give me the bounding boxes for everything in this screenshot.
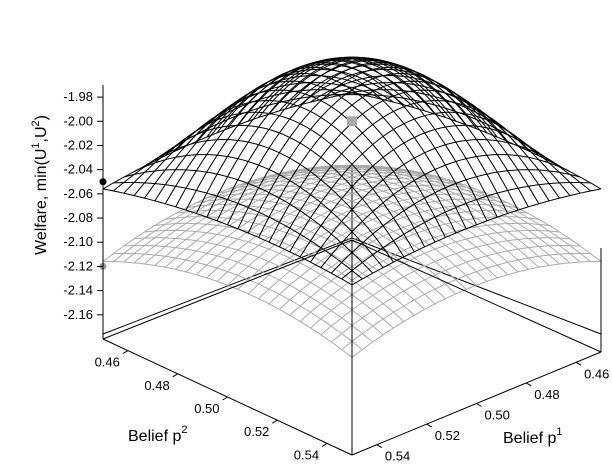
upper-surface-line-p2	[102, 188, 353, 286]
lower-surface-line-p2	[206, 193, 457, 295]
upper-surface-line-p2	[268, 57, 519, 211]
lower-surface-line-p2	[227, 184, 477, 286]
p2-tick-mark	[172, 373, 178, 378]
z-tick-label: -2.16	[63, 307, 93, 322]
z-tick-label: -2.12	[63, 258, 93, 273]
box-floor-edge-p1	[351, 237, 602, 335]
upper-surface-line-p2	[144, 138, 394, 263]
p1-tick-label: 0.52	[435, 428, 460, 443]
lower-surface-line-p2	[289, 168, 540, 268]
axes: -1.98 -2.00 -2.02 -2.04 -2.06 -2.08 -2.10 -2.12…	[63, 85, 609, 464]
z-tick-label: -1.98	[63, 89, 93, 104]
lower-surface-line-p2	[237, 180, 488, 282]
z-tick-label: -2.02	[63, 137, 93, 152]
lower-surface-line-p2	[175, 209, 425, 310]
z-tick-label: -2.08	[63, 210, 93, 225]
z-tick-label: -2.14	[63, 283, 93, 298]
z-tick-label: -2.10	[63, 234, 93, 249]
p1-tick-label: 0.54	[385, 449, 410, 464]
upper-surface-mesh	[102, 56, 602, 286]
upper-surface-line-p2	[247, 56, 498, 218]
p1-tick-mark	[376, 444, 383, 449]
upper-surface-line-p2	[196, 80, 446, 238]
lower-surface-line-p1	[341, 252, 591, 350]
p2-tick-mark	[122, 350, 129, 355]
y-axis-title: Belief p2	[128, 424, 188, 445]
p1-tick-mark	[426, 423, 432, 428]
upper-surface-line-p2	[341, 94, 591, 192]
lower-surface-line-p2	[185, 204, 436, 305]
p2-tick-mark	[321, 442, 328, 447]
p2-tick-label: 0.52	[244, 424, 269, 439]
lower-surface-line-p2	[103, 260, 353, 358]
lower-surface-line-p2	[341, 164, 591, 262]
floor-back-left	[102, 239, 353, 340]
lower-surface-line-p2	[217, 188, 467, 290]
p2-tick-label: 0.50	[194, 401, 219, 416]
p2-tick-mark	[272, 419, 278, 424]
upper-surface-line-p2	[133, 154, 384, 268]
p2-tick-mark	[222, 396, 228, 401]
upper-surface-line-p2	[164, 111, 415, 253]
z-tick-label: -2.00	[63, 113, 93, 128]
p2-tick-label: 0.46	[95, 355, 120, 370]
p1-tick-mark	[526, 382, 532, 387]
floor-back-right	[351, 239, 602, 353]
box-back-edges	[102, 165, 602, 335]
lower-surface-line-p2	[113, 252, 363, 350]
lower-surface-line-p2	[248, 177, 498, 279]
p2-tick-label: 0.48	[144, 378, 169, 393]
upper-surface-line-p2	[123, 169, 374, 274]
upper-surface-line-p2	[331, 89, 581, 194]
p1-tick-mark	[575, 361, 582, 366]
p1-tick-label: 0.50	[485, 408, 510, 423]
lower-surface-line-p2	[154, 222, 405, 322]
upper-surface-line-p2	[154, 124, 405, 258]
lower-surface-line-p2	[310, 165, 560, 265]
upper-surface-line-p2	[237, 58, 488, 222]
upper-surface-line-p2	[113, 182, 363, 280]
lower-surface-line-p2	[258, 174, 508, 276]
z-tick-label: -2.06	[63, 186, 93, 201]
lower-surface-line-p2	[300, 166, 550, 266]
upper-surface-line-p2	[351, 92, 602, 190]
optimum-marker	[347, 116, 357, 127]
lower-surface-line-p2	[268, 172, 519, 273]
upper-surface-line-p1	[195, 56, 446, 214]
lower-surface-line-p2	[123, 245, 374, 343]
z-tick-label: -2.04	[63, 162, 93, 177]
p2-tick-label: 0.54	[294, 447, 319, 462]
p1-tick-label: 0.46	[584, 366, 609, 381]
upper-surface-line-p2	[258, 56, 509, 214]
p1-tick-label: 0.48	[534, 387, 559, 402]
lower-surface-line-p2	[134, 237, 384, 336]
p1-tick-mark	[476, 403, 482, 407]
upper-surface-line-p2	[175, 99, 426, 248]
x-axis-title: Belief p1	[503, 426, 563, 447]
z-axis-title: Welfare, min(U1,U2)	[30, 115, 50, 255]
lower-surface-line-p2	[320, 165, 571, 264]
box-floor-edge-p2	[102, 237, 353, 335]
upper-surface-line-p2	[185, 89, 436, 243]
